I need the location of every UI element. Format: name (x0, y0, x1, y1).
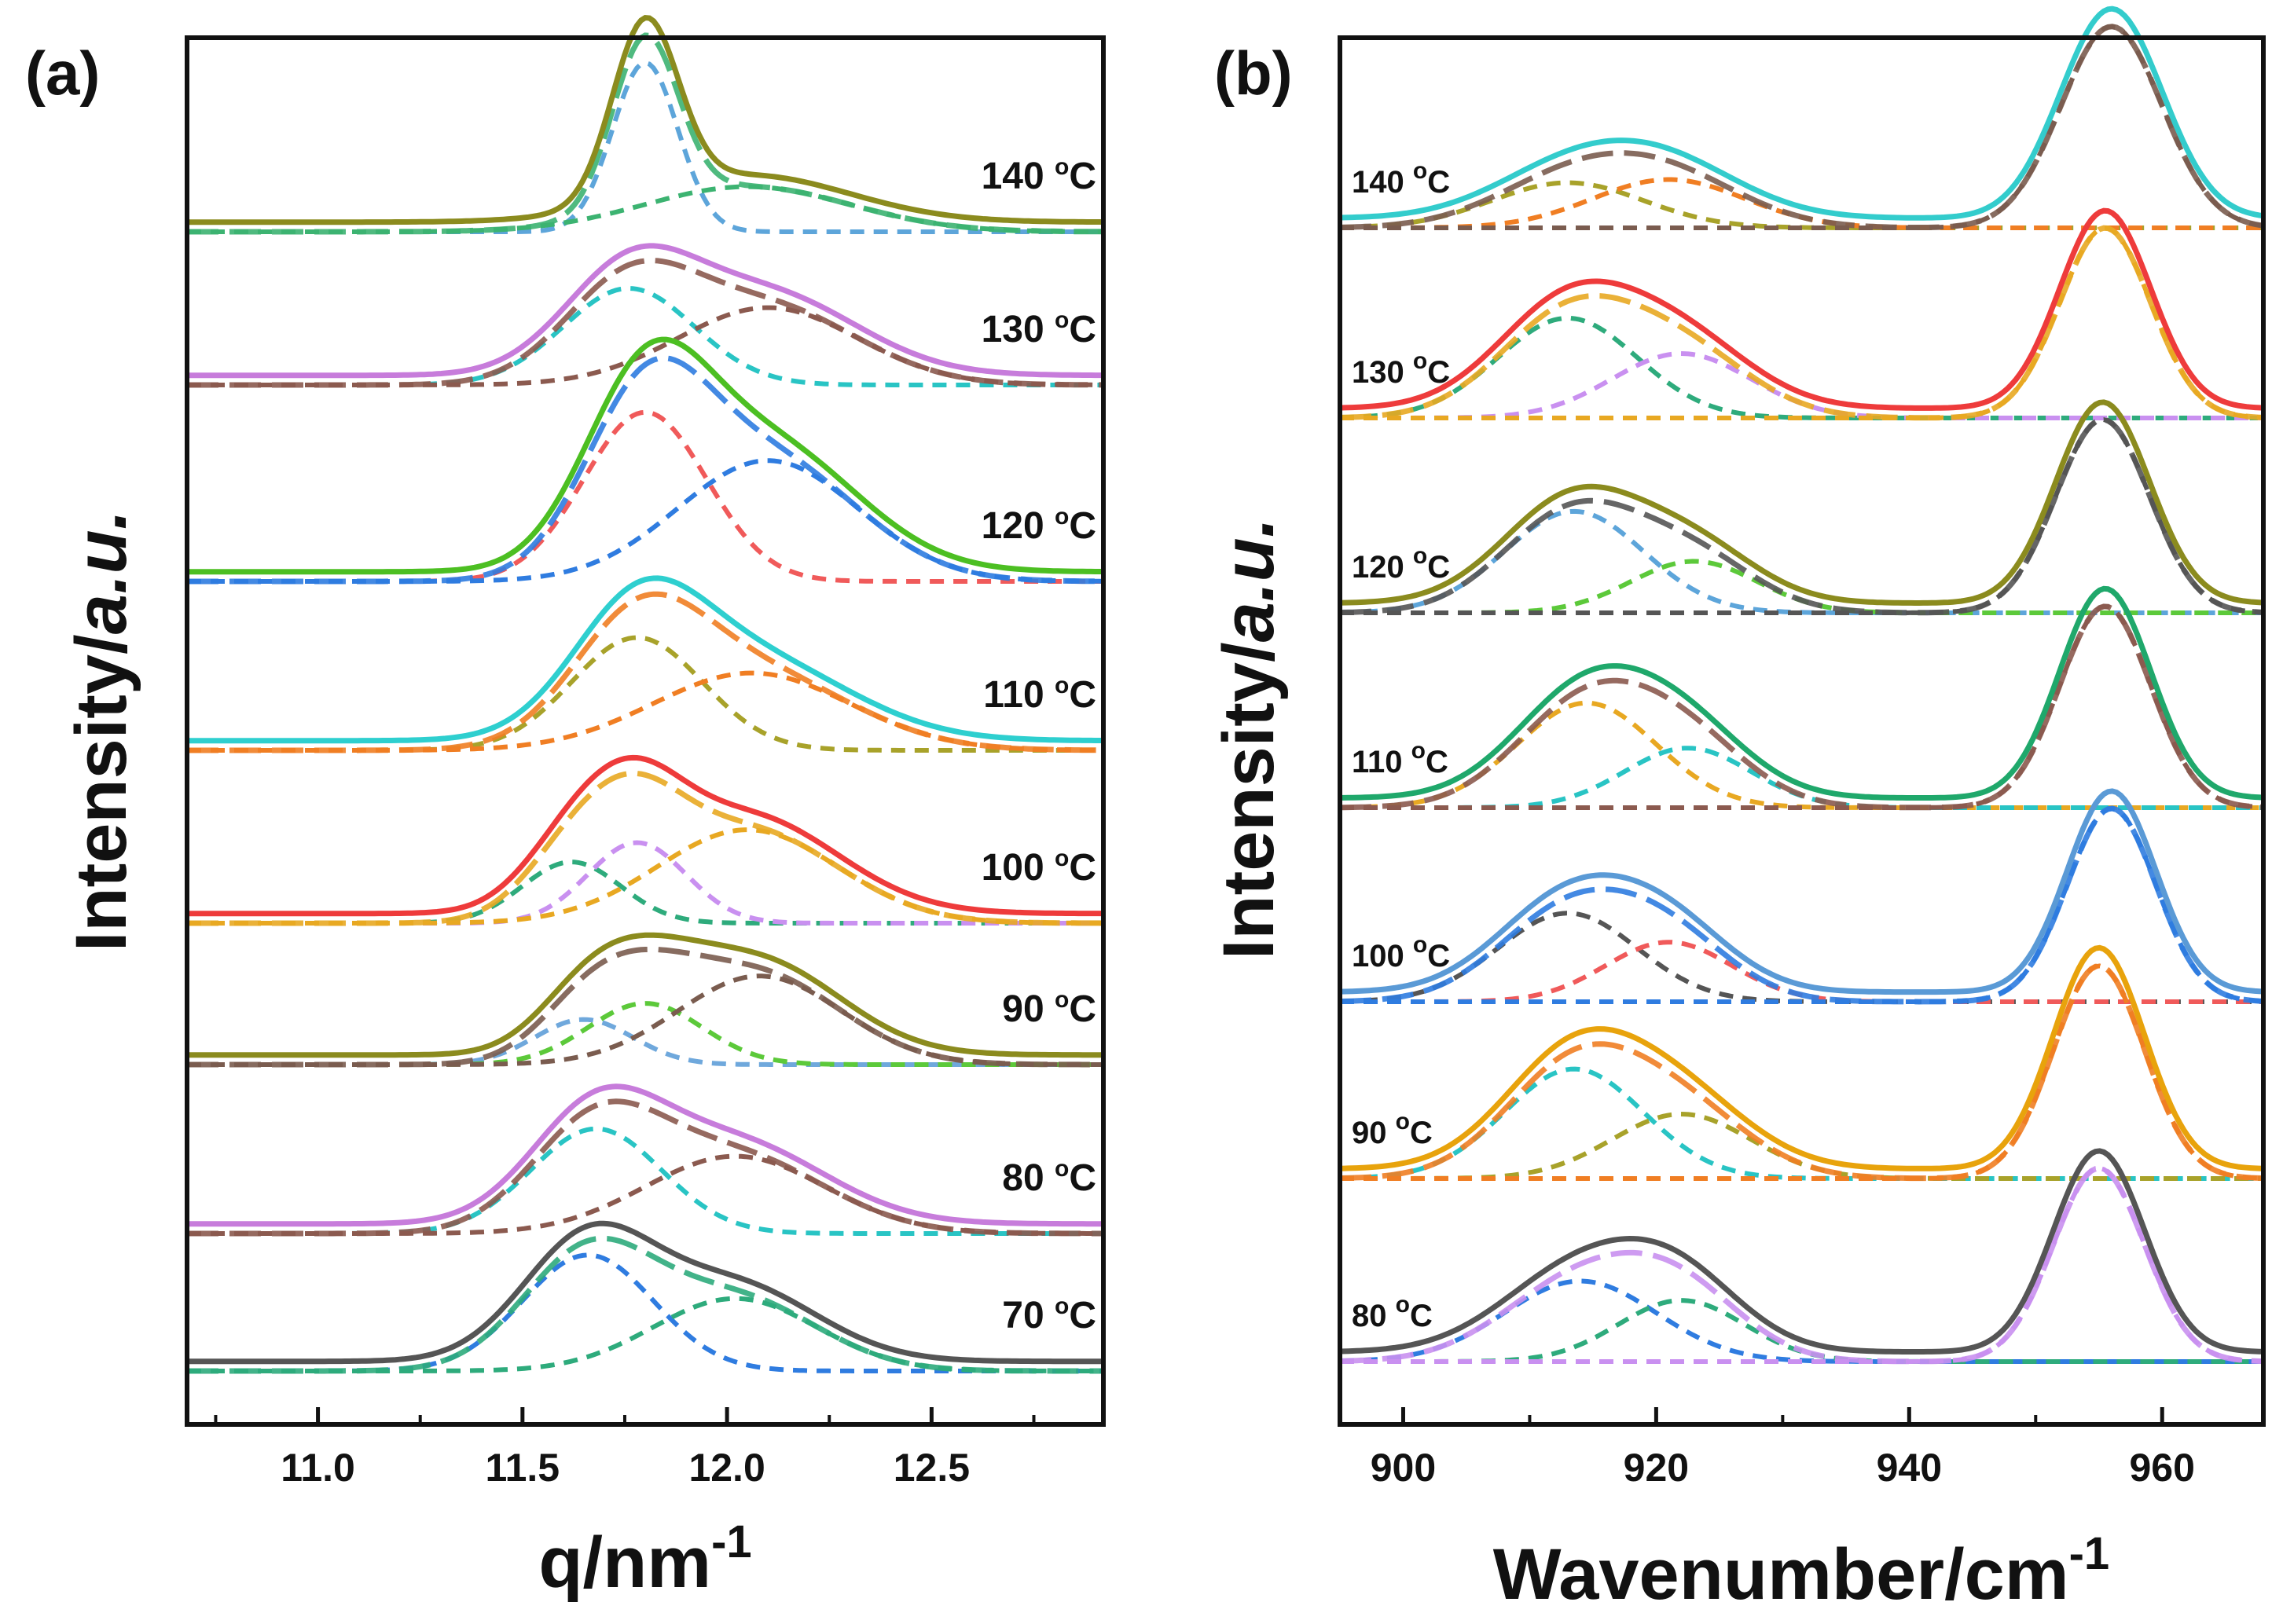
measured-curve-140 (187, 15, 1104, 225)
x-tick-label: 940 (1877, 1446, 1942, 1490)
measured-curve-90 (1339, 944, 2264, 1171)
fit-curve-80 (187, 1098, 1103, 1237)
temperature-label-70: 70 oC (1002, 1293, 1096, 1336)
component-curve-130-3 (1340, 225, 2264, 420)
panel-b-temperature-labels: 140 oC 130 oC 120 oC 110 oC 100 oC 90 oC 80 oC (1352, 158, 1450, 1333)
measured-curve-110 (1340, 585, 2264, 801)
panel-b-y-axis-title: Intensity/a.u. (1209, 518, 1289, 959)
panel-a-curves (187, 15, 1104, 1374)
component-curve-80-1 (187, 1126, 1103, 1236)
temperature-label-120: 120 oC (982, 504, 1096, 547)
measured-curve-120 (1339, 399, 2264, 606)
fit-curve-120 (187, 355, 1104, 585)
x-tick-label: 11.5 (486, 1446, 560, 1490)
panel-a-temperature-labels: 140 oC 130 oC 120 oC 110 oC 100 oC 90 oC 80 oC… (982, 154, 1096, 1336)
measured-curve-120 (187, 336, 1103, 575)
x-tick-label: 960 (2130, 1446, 2195, 1490)
temperature-label-120: 120 oC (1352, 543, 1450, 585)
component-curve-100-1 (1339, 911, 2263, 1004)
component-curve-70-1 (187, 1252, 1103, 1373)
fit-curve-90 (1339, 962, 2264, 1182)
measured-curve-70 (187, 1220, 1103, 1365)
temperature-label-80: 80 oC (1352, 1292, 1433, 1333)
fit-curve-90 (187, 946, 1103, 1068)
fit-curve-140 (187, 32, 1104, 235)
temperature-label-140: 140 oC (982, 154, 1096, 197)
component-curve-130-1 (1339, 315, 2263, 420)
x-tick-label: 11.0 (281, 1446, 355, 1490)
component-curve-80-3 (1340, 1165, 2264, 1364)
fit-curve-100 (1339, 805, 2264, 1005)
panel-a-x-ticks: 11.0 11.5 12.0 12.5 (214, 1407, 1036, 1490)
temperature-label-110: 110 oC (983, 673, 1096, 716)
measured-curve-80 (187, 1083, 1103, 1227)
x-tick-label: 12.0 (688, 1446, 765, 1490)
component-curve-110-1 (1339, 700, 2263, 810)
fit-curve-110 (187, 591, 1103, 753)
measured-curve-90 (187, 932, 1103, 1058)
fit-curve-120 (1339, 416, 2264, 616)
temperature-label-130: 130 oC (982, 307, 1096, 350)
component-curve-120-1 (187, 409, 1103, 584)
measured-curve-110 (187, 575, 1103, 744)
panel-b-letter: (b) (1214, 38, 1293, 108)
panel-a-letter: (a) (25, 38, 100, 108)
measured-curve-140 (1339, 5, 2264, 221)
fit-curve-140 (1339, 24, 2264, 230)
panel-a: 140 oC 130 oC 120 oC 110 oC 100 oC 90 oC 80 oC… (61, 15, 1106, 1603)
component-curve-90-1 (187, 1017, 1103, 1067)
panel-a-x-axis-title: q/nm-1 (538, 1516, 751, 1603)
fit-curve-100 (187, 770, 1104, 926)
temperature-label-130: 130 oC (1352, 348, 1450, 390)
panel-b-x-ticks: 900 920 940 960 (1371, 1407, 2195, 1490)
panel-a-frame (185, 35, 1106, 1427)
measured-curve-80 (1339, 1148, 2264, 1355)
x-tick-label: 920 (1624, 1446, 1689, 1490)
x-tick-label: 12.5 (894, 1446, 970, 1490)
fit-curve-110 (1339, 603, 2264, 811)
measured-curve-130 (187, 243, 1103, 379)
temperature-label-90: 90 oC (1352, 1109, 1433, 1150)
measured-curve-100 (187, 754, 1104, 917)
component-curve-100-3 (1340, 805, 2264, 1004)
fit-curve-130 (187, 258, 1103, 388)
x-tick-label: 900 (1371, 1446, 1436, 1490)
temperature-label-100: 100 oC (1352, 932, 1450, 973)
measured-curve-100 (1339, 788, 2264, 995)
fit-curve-80 (1339, 1165, 2264, 1365)
fit-curve-70 (187, 1235, 1103, 1374)
fit-curve-130 (1339, 225, 2264, 421)
temperature-label-110: 110 oC (1352, 738, 1448, 779)
panel-b: 140 oC 130 oC 120 oC 110 oC 100 oC 90 oC 80 oC… (1209, 5, 2266, 1615)
panel-b-frame (1338, 35, 2266, 1427)
panel-b-curves (1339, 5, 2264, 1365)
temperature-label-80: 80 oC (1002, 1156, 1096, 1199)
measured-curve-130 (1339, 207, 2264, 411)
panel-a-y-axis-title: Intensity/a.u. (61, 510, 141, 951)
component-curve-140-3 (1340, 24, 2264, 230)
panel-b-x-axis-title: Wavenumber/cm-1 (1493, 1528, 2109, 1615)
temperature-label-90: 90 oC (1002, 987, 1096, 1030)
component-curve-120-3 (1340, 417, 2264, 615)
component-curve-90-3 (1340, 963, 2264, 1181)
temperature-label-140: 140 oC (1352, 158, 1450, 200)
temperature-label-100: 100 oC (982, 845, 1096, 889)
